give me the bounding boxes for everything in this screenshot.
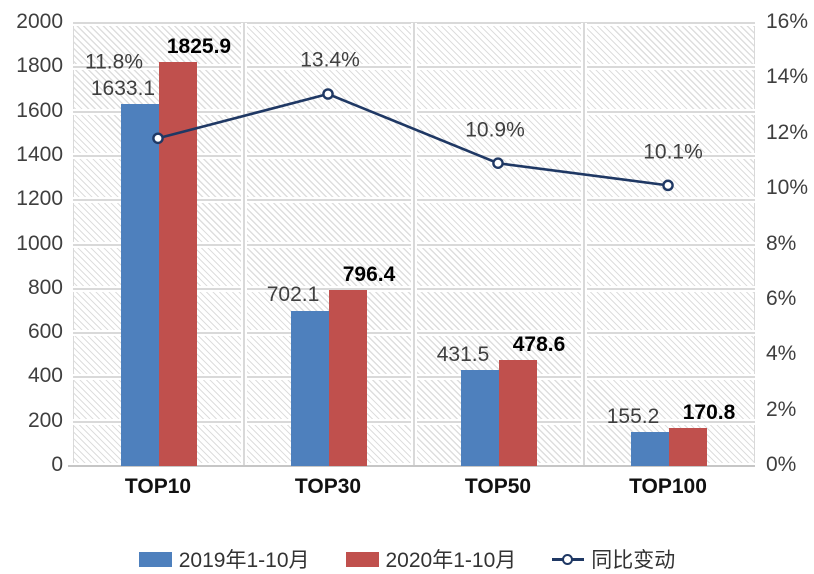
legend-item-2020: 2020年1-10月	[345, 544, 517, 574]
category-label-top10: TOP10	[124, 475, 192, 498]
bar-value-label-2019: 702.1	[266, 283, 320, 307]
gridline-vertical	[583, 23, 585, 466]
left-axis-tick: 1000	[16, 231, 63, 255]
yoy-line-marker	[492, 157, 504, 170]
plot-area: 1633.1 1825.9 702.1 796.4 431.5 478.6 155.2 170…	[68, 22, 755, 467]
bar-2019-top30	[291, 310, 329, 466]
bar-2019-top50	[461, 370, 499, 466]
legend-label-yoy: 同比变动	[591, 549, 676, 572]
right-axis-tick: 6%	[766, 286, 797, 310]
right-axis-tick: 4%	[766, 342, 797, 366]
bar-value-label-2019: 155.2	[606, 404, 660, 428]
bar-2020-top50	[499, 360, 537, 466]
left-axis-tick: 1400	[16, 142, 63, 166]
legend-item-2019: 2019年1-10月	[138, 544, 310, 574]
right-axis-tick: 0%	[766, 453, 797, 476]
bar-2019-top10	[121, 104, 159, 466]
legend-item-yoy: 同比变动	[552, 544, 675, 574]
legend-swatch-2019	[138, 551, 172, 567]
bar-value-label-2019: 431.5	[436, 343, 490, 367]
legend: 2019年1-10月 2020年1-10月 同比变动	[0, 544, 814, 574]
bar-value-label-2020: 1825.9	[166, 34, 232, 58]
legend-line-marker-icon	[552, 553, 585, 566]
bar-value-label-2019: 1633.1	[90, 77, 156, 101]
left-axis-tick: 800	[27, 275, 63, 299]
bar-value-label-2020: 478.6	[512, 332, 566, 356]
left-axis-tick: 1200	[16, 187, 63, 211]
yoy-value-label: 11.8%	[85, 50, 143, 74]
bar-2019-top100	[631, 431, 669, 466]
yoy-line-marker	[152, 132, 164, 145]
yoy-value-label: 13.4%	[300, 48, 360, 72]
right-axis-tick: 10%	[766, 176, 809, 200]
gridline-vertical	[413, 23, 415, 466]
left-axis-tick: 0	[51, 453, 63, 476]
yoy-line-marker	[662, 179, 674, 192]
bar-2020-top100	[669, 428, 707, 466]
gridline-vertical	[243, 23, 245, 466]
left-axis-tick: 600	[27, 320, 63, 344]
left-axis-tick: 200	[27, 408, 63, 432]
left-axis-tick: 2000	[16, 10, 63, 33]
left-axis-tick: 400	[27, 364, 63, 388]
x-axis-line	[68, 465, 755, 467]
right-axis-tick: 12%	[766, 120, 809, 144]
right-axis-tick: 16%	[766, 10, 809, 33]
yoy-line-marker	[322, 88, 334, 100]
yoy-value-label: 10.9%	[465, 118, 525, 142]
left-axis-tick: 1600	[16, 98, 63, 122]
legend-label-2019: 2019年1-10月	[178, 549, 310, 572]
category-label-top50: TOP50	[464, 475, 532, 498]
right-axis-tick: 2%	[766, 397, 797, 421]
legend-label-2020: 2020年1-10月	[385, 549, 517, 572]
bar-value-label-2020: 796.4	[342, 262, 396, 286]
right-axis-tick: 14%	[766, 65, 809, 89]
left-axis-tick: 1800	[16, 54, 63, 78]
bar-value-label-2020: 170.8	[682, 401, 736, 425]
category-label-top30: TOP30	[294, 475, 362, 498]
yoy-value-label: 10.1%	[643, 140, 703, 164]
legend-swatch-2020	[345, 551, 379, 567]
right-axis-tick: 8%	[766, 231, 797, 255]
yoy-line	[157, 92, 669, 187]
category-label-top100: TOP100	[629, 475, 707, 498]
bar-2020-top30	[329, 289, 367, 466]
